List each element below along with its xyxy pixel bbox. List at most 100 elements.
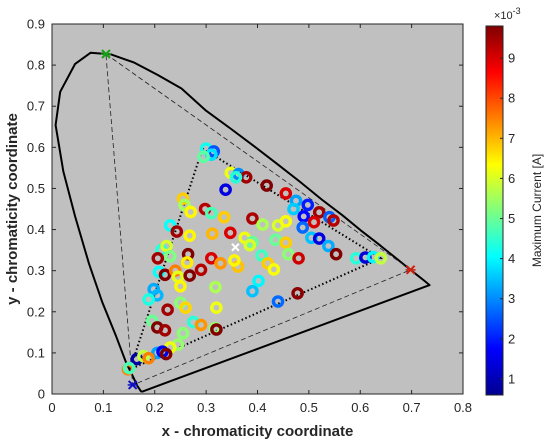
colorbar-multiplier-base: ×10	[494, 10, 513, 22]
data-point	[194, 318, 208, 332]
data-point	[269, 233, 282, 247]
colorbar-tick-label: 4	[508, 251, 515, 266]
data-point	[176, 192, 190, 205]
data-point	[179, 301, 192, 315]
data-point	[180, 256, 194, 269]
data-point	[228, 254, 241, 267]
x-tick-label: 0.1	[94, 400, 112, 415]
data-point	[204, 206, 218, 220]
data-point	[267, 263, 281, 276]
x-tick-label: 0.2	[146, 400, 164, 415]
data-point	[163, 219, 177, 232]
x-tick-label: 0.3	[197, 400, 215, 415]
data-point	[204, 251, 218, 265]
primary-marker	[405, 265, 416, 275]
data-point	[301, 198, 315, 212]
data-point	[271, 295, 285, 308]
data-point	[223, 226, 237, 240]
data-point	[170, 225, 184, 238]
y-tick-label: 0.7	[27, 99, 45, 114]
colorbar-tick-label: 8	[508, 91, 515, 106]
data-point	[176, 326, 190, 340]
data-point	[329, 247, 343, 261]
data-point	[161, 303, 174, 317]
data-point	[246, 284, 259, 298]
colorbar-multiplier: ×10-3	[494, 6, 521, 22]
axes: 0 0.1 0.2 0.3 0.4 0.5 0.6 0.7 0.8 0 0.1 0.2 0.3 0.4 0.…	[27, 17, 472, 416]
measured-points	[121, 142, 388, 376]
data-point	[312, 232, 326, 245]
colorbar-multiplier-exponent: -3	[513, 6, 521, 16]
colorbar	[485, 25, 504, 396]
data-point	[246, 212, 259, 225]
colorbar-tick-label: 6	[508, 171, 515, 186]
data-point	[219, 183, 232, 196]
gamut-dashed	[105, 53, 412, 386]
data-point	[210, 323, 223, 336]
data-point	[256, 218, 269, 231]
white-point-marker	[231, 243, 240, 252]
primary-markers	[100, 49, 416, 390]
data-point	[214, 256, 227, 270]
data-point	[142, 351, 155, 365]
spectral-locus	[54, 51, 431, 393]
data-point	[217, 210, 231, 224]
colorbar-tick-label: 5	[508, 211, 515, 226]
y-tick-label: 0.1	[27, 345, 45, 360]
x-tick-label: 0.6	[351, 400, 369, 415]
data-point	[279, 187, 293, 200]
y-tick-label: 0.3	[27, 263, 45, 278]
data-point	[307, 215, 321, 229]
colorbar-tick-label: 2	[508, 331, 515, 346]
y-tick-label: 0.4	[27, 222, 45, 237]
y-tick-label: 0	[38, 387, 45, 402]
y-tick-label: 0.9	[27, 17, 45, 32]
colorbar-tick-label: 1	[508, 371, 515, 386]
data-point	[255, 249, 268, 262]
colorbar-tick-label: 3	[508, 291, 515, 306]
data-point	[183, 269, 196, 282]
data-point	[291, 286, 304, 300]
data-point	[160, 239, 173, 253]
data-point	[209, 280, 222, 294]
data-point	[312, 205, 326, 219]
primary-marker	[127, 380, 138, 390]
data-point	[151, 251, 165, 265]
data-point	[174, 279, 187, 293]
data-point	[184, 205, 197, 219]
primary-marker	[100, 49, 111, 59]
data-point	[168, 264, 182, 278]
colorbar-tick-label: 7	[508, 131, 515, 146]
data-point	[279, 214, 293, 228]
data-point	[296, 221, 310, 234]
data-point	[210, 301, 223, 315]
data-point	[183, 229, 196, 242]
data-point	[374, 251, 388, 265]
data-point	[158, 268, 172, 282]
x-tick-label: 0.8	[454, 400, 472, 415]
data-point	[194, 263, 208, 277]
y-tick-label: 0.5	[27, 181, 45, 196]
y-tick-label: 0.2	[27, 304, 45, 319]
x-tick-label: 0.7	[403, 400, 421, 415]
colorbar-ticks: 1 2 3 4 5 6 7 8 9	[500, 51, 515, 386]
data-point	[287, 202, 300, 216]
data-point	[163, 249, 177, 263]
data-point	[142, 293, 155, 306]
data-point	[243, 238, 257, 252]
plot-area-background	[52, 24, 463, 394]
data-point	[327, 214, 340, 227]
data-point	[279, 236, 293, 249]
data-point	[122, 361, 136, 375]
x-tick-label: 0.5	[300, 400, 318, 415]
x-tick-label: 0.4	[248, 400, 266, 415]
data-point	[281, 247, 295, 261]
x-axis-label: x - chromaticity coordinate	[162, 423, 354, 440]
colorbar-label: Maximum Current [A]	[530, 154, 544, 267]
y-axis-label: y - chromaticity coordinate	[4, 113, 21, 305]
data-point	[178, 198, 191, 212]
data-point	[260, 179, 274, 192]
data-point	[292, 251, 305, 265]
data-point	[229, 170, 243, 184]
y-tick-label: 0.8	[27, 58, 45, 73]
